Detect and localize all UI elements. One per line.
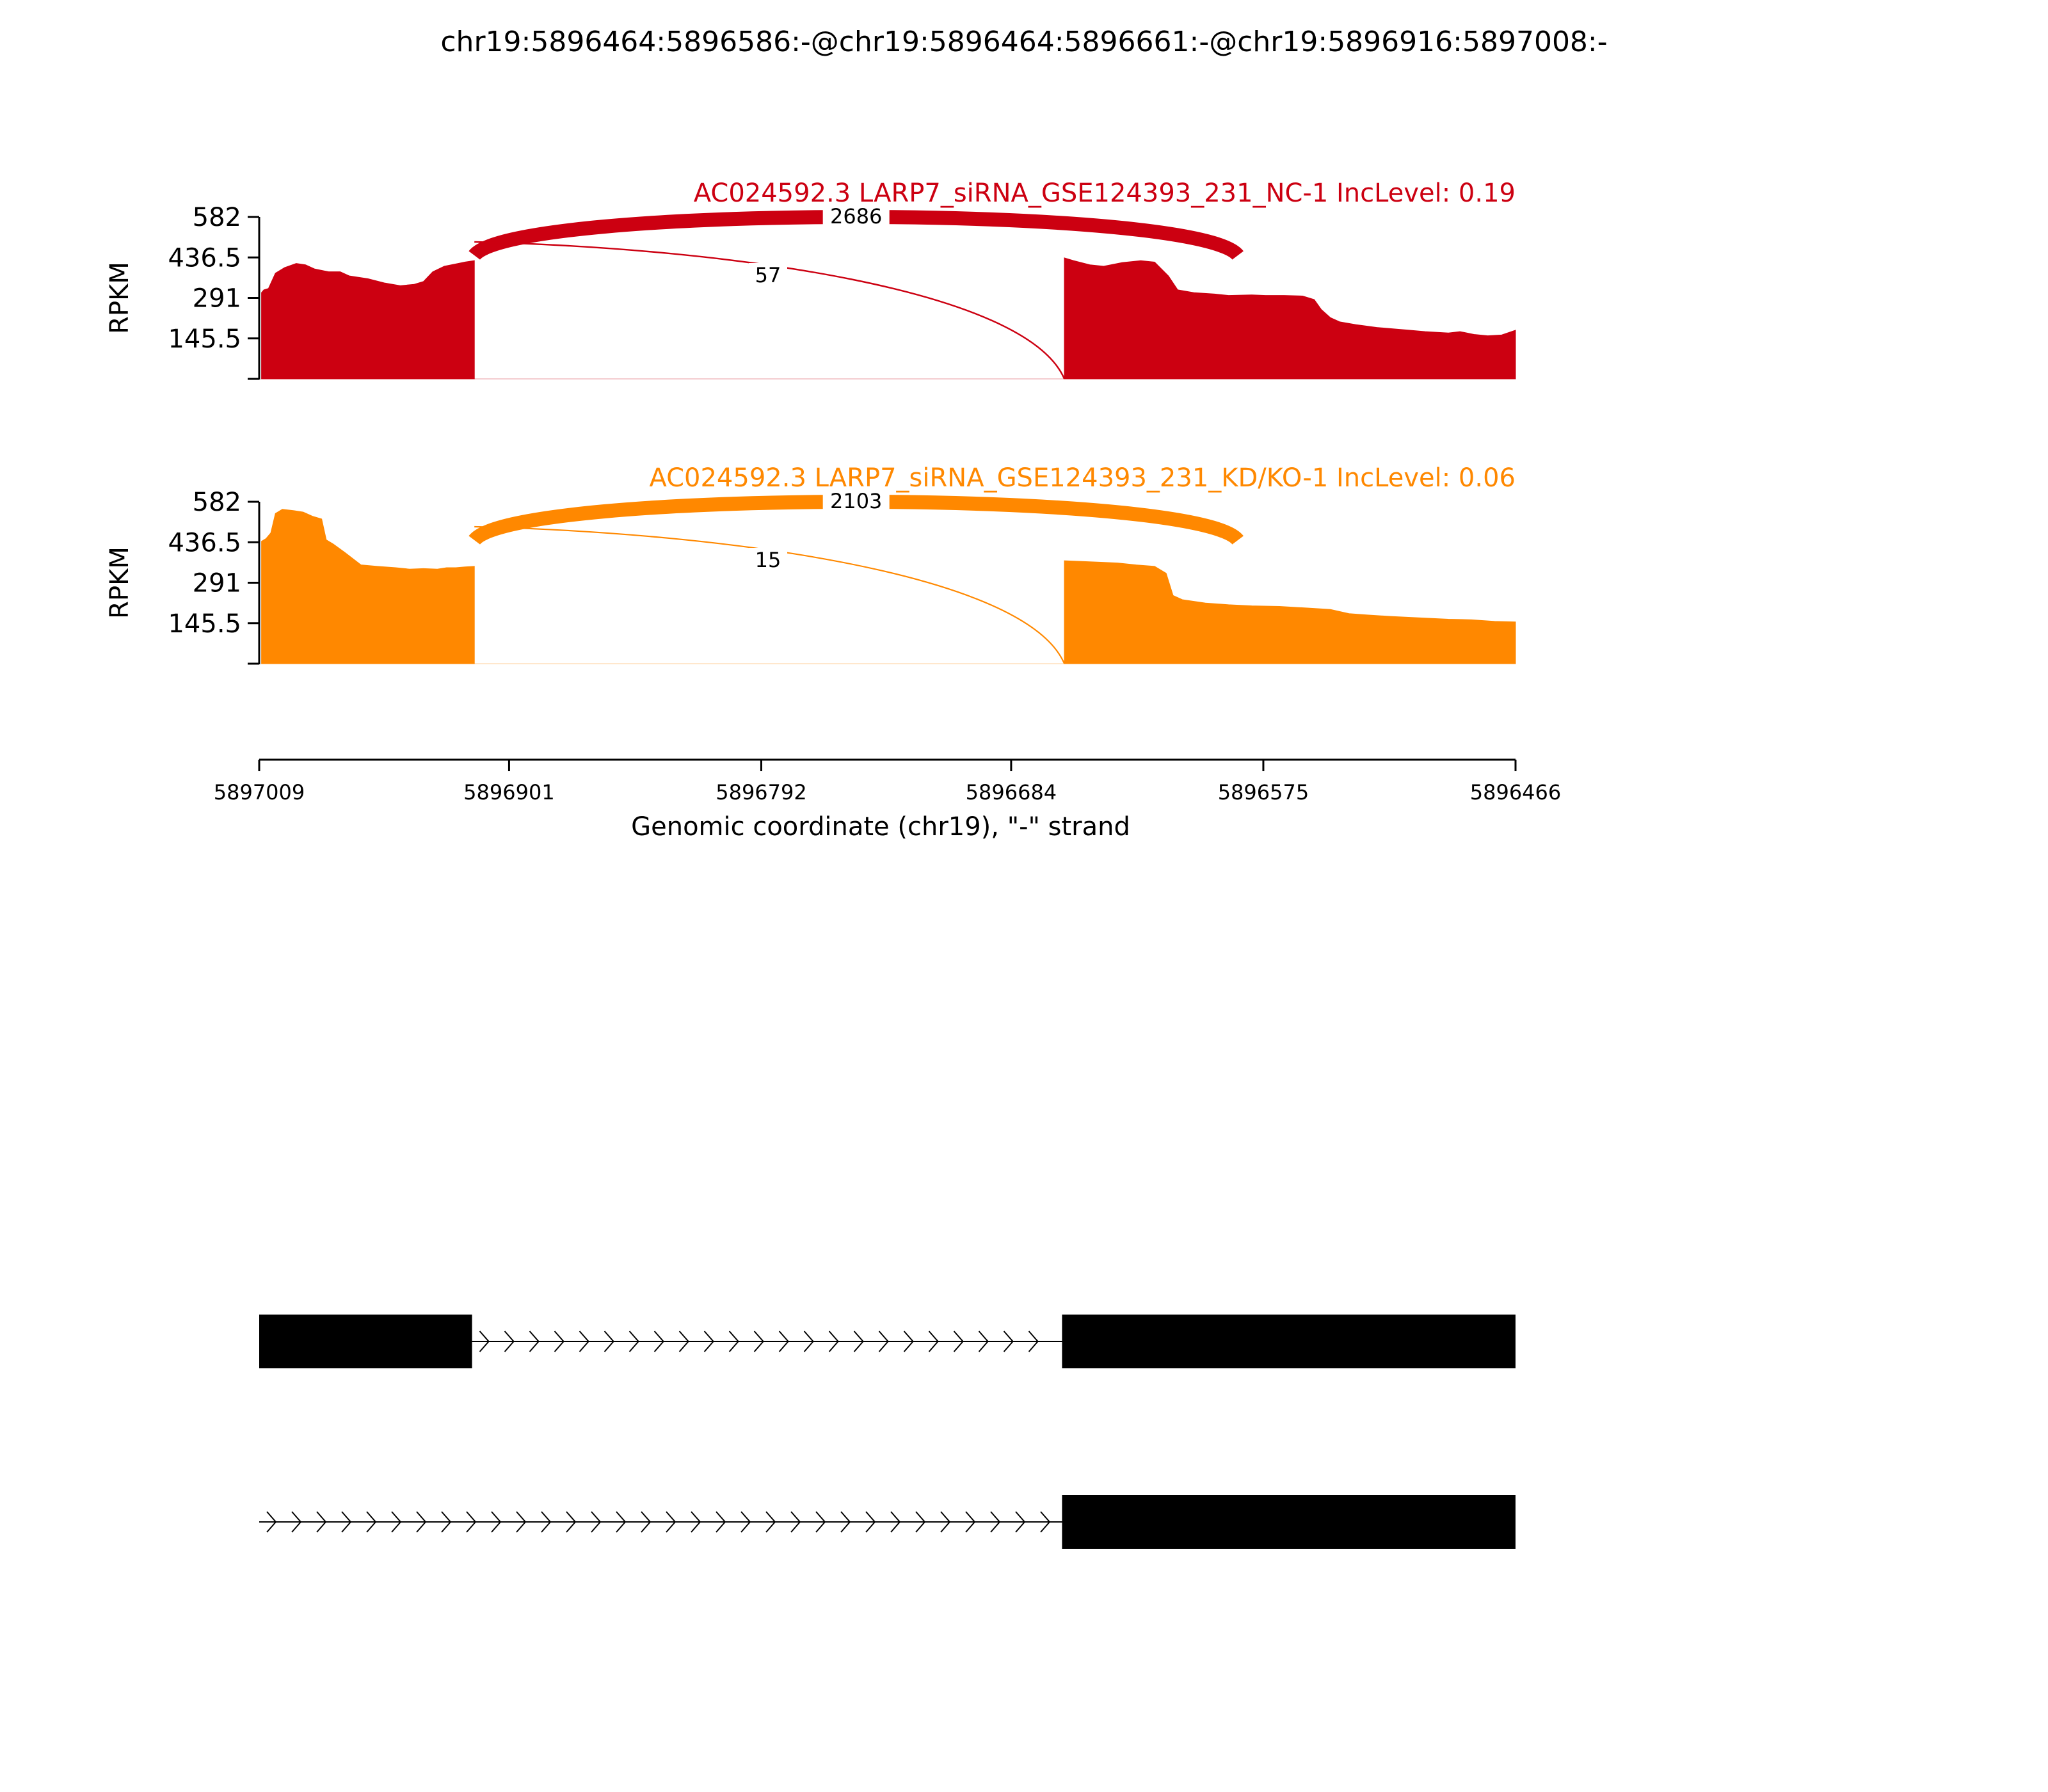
junction-count-bg	[749, 263, 787, 287]
y-tick-label: 145.5	[168, 324, 241, 354]
strand-arrow	[803, 1331, 814, 1352]
track-label: AC024592.3 LARP7_siRNA_GSE124393_231_NC-…	[694, 179, 1516, 208]
x-axis-label: Genomic coordinate (chr19), "-" strand	[631, 812, 1130, 842]
strand-arrow	[316, 1511, 327, 1533]
junction-count-label: 57	[755, 263, 781, 287]
strand-arrow	[678, 1331, 689, 1352]
strand-arrow	[978, 1331, 989, 1352]
strand-arrow	[1015, 1511, 1026, 1533]
y-tick-label: 582	[193, 203, 241, 232]
coverage-area	[261, 509, 475, 664]
strand-arrow	[1040, 1511, 1051, 1533]
x-tick-label: 5896575	[1218, 780, 1309, 804]
junction-count-bg	[822, 489, 890, 513]
strand-arrow	[491, 1511, 502, 1533]
strand-arrow	[441, 1511, 452, 1533]
splice-junction-arc	[474, 241, 1066, 380]
strand-arrow	[1003, 1331, 1014, 1352]
strand-arrow	[828, 1331, 839, 1352]
strand-arrow	[628, 1331, 639, 1352]
junction-count-bg	[822, 204, 890, 228]
strand-arrow	[840, 1511, 851, 1533]
junction-count-label: 2686	[830, 204, 882, 228]
strand-arrow	[903, 1331, 914, 1352]
strand-arrow	[666, 1511, 676, 1533]
strand-arrow	[479, 1331, 490, 1352]
strand-arrow	[391, 1511, 402, 1533]
strand-arrow	[466, 1511, 477, 1533]
strand-arrow	[266, 1511, 277, 1533]
y-tick-label: 291	[193, 569, 241, 598]
strand-arrow	[865, 1511, 876, 1533]
strand-arrow	[965, 1511, 976, 1533]
coverage-area	[1064, 560, 1516, 664]
junction-count-bg	[749, 548, 787, 572]
strand-arrow	[554, 1331, 564, 1352]
strand-arrow	[915, 1511, 926, 1533]
x-tick-label: 5896466	[1470, 780, 1562, 804]
strand-arrow	[953, 1331, 964, 1352]
y-tick-label: 582	[193, 488, 241, 517]
strand-arrow	[341, 1511, 352, 1533]
strand-arrow	[703, 1331, 714, 1352]
exon-block	[1062, 1495, 1516, 1549]
figure-title: chr19:5896464:5896586:-@chr19:5896464:58…	[440, 26, 1607, 58]
strand-arrow	[604, 1331, 614, 1352]
strand-arrow	[529, 1331, 540, 1352]
strand-arrow	[366, 1511, 377, 1533]
y-axis-label: RPKM	[105, 262, 134, 334]
splice-junction-arc	[474, 525, 1066, 664]
coverage-area	[1064, 257, 1516, 380]
strand-arrow	[291, 1511, 302, 1533]
y-tick-label: 436.5	[168, 528, 241, 557]
strand-arrow	[691, 1511, 701, 1533]
track-label: AC024592.3 LARP7_siRNA_GSE124393_231_KD/…	[649, 463, 1516, 493]
strand-arrow	[740, 1511, 751, 1533]
kd-coverage-track: 145.5 291 436.5 582 RPKM 2103 15 AC024592.3 LAR…	[105, 463, 1516, 665]
strand-arrow	[516, 1511, 527, 1533]
exon-block	[259, 1315, 472, 1368]
strand-arrow	[1028, 1331, 1039, 1352]
junction-count-label: 15	[755, 548, 781, 572]
strand-arrow	[616, 1511, 627, 1533]
strand-arrow	[990, 1511, 1001, 1533]
x-tick-label: 5896792	[716, 780, 807, 804]
x-tick-label: 5896684	[966, 780, 1057, 804]
strand-arrow	[641, 1511, 652, 1533]
strand-arrow	[541, 1511, 552, 1533]
strand-arrow	[566, 1511, 577, 1533]
exon-block	[1062, 1315, 1516, 1368]
strand-arrow	[790, 1511, 801, 1533]
strand-arrow	[928, 1331, 939, 1352]
junction-count-label: 2103	[830, 489, 882, 513]
strand-arrow	[716, 1511, 726, 1533]
y-tick-label: 145.5	[168, 609, 241, 639]
x-tick-label: 5896901	[463, 780, 555, 804]
y-tick-label: 436.5	[168, 243, 241, 273]
nc-coverage-track: 145.5 291 436.5 582 RPKM 2686 57 AC024592.3 LAR…	[105, 179, 1516, 380]
strand-arrow	[890, 1511, 901, 1533]
strand-arrow	[878, 1331, 889, 1352]
strand-arrow	[416, 1511, 427, 1533]
y-axis-label: RPKM	[105, 547, 134, 619]
strand-arrow	[753, 1331, 764, 1352]
strand-arrow	[579, 1331, 589, 1352]
x-tick-label: 5897009	[214, 780, 305, 804]
strand-arrow	[815, 1511, 826, 1533]
y-tick-label: 291	[193, 284, 241, 314]
strand-arrow	[778, 1331, 789, 1352]
genomic-coordinate-axis: 5897009 5896901 5896792 5896684 5896575 58964…	[214, 758, 1562, 804]
coverage-area	[261, 260, 475, 380]
strand-arrow	[765, 1511, 776, 1533]
strand-arrow	[591, 1511, 602, 1533]
strand-arrow	[728, 1331, 739, 1352]
strand-arrow	[504, 1331, 515, 1352]
strand-arrow	[853, 1331, 864, 1352]
gene-model	[259, 1315, 1516, 1549]
strand-arrow	[940, 1511, 951, 1533]
strand-arrow	[653, 1331, 664, 1352]
